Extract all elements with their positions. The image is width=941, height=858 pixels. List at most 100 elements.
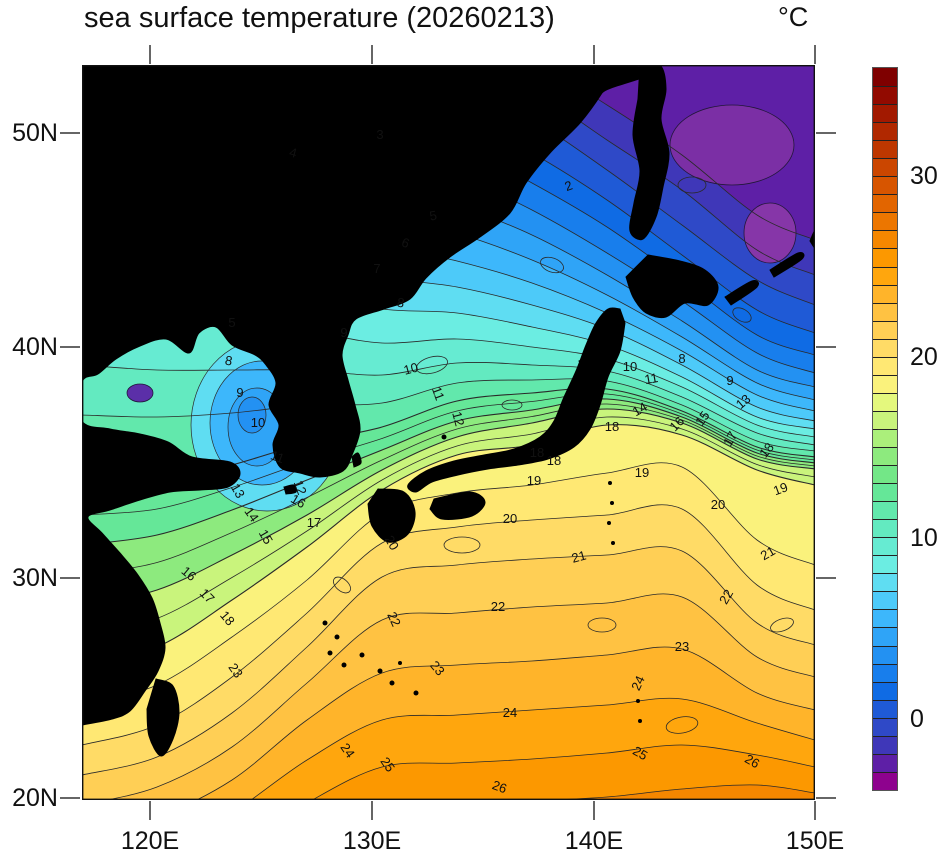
colorbar-segment (873, 681, 897, 700)
colorbar-segment (873, 428, 897, 447)
contour-label: 11 (643, 370, 659, 387)
contour-label: 20 (711, 497, 725, 512)
lat-tick-right (816, 131, 836, 134)
colorbar-segment (873, 338, 897, 357)
map-plot-area: 2 3 4 5 6 7 8 9 10 11 12 5 8 9 10 11 12 13 14 15 16 17 18 17 16 8… (82, 65, 815, 800)
eddy-contour (540, 256, 564, 274)
colorbar-segment (873, 483, 897, 502)
lon-axis-label: 120E (120, 827, 180, 855)
contour-line (82, 546, 815, 776)
island-dot (608, 481, 612, 485)
colorbar-segment (873, 212, 897, 231)
contour-line (82, 398, 815, 546)
eddy-contour (333, 576, 351, 594)
island-dot (389, 680, 395, 686)
contour-label: 24 (503, 705, 517, 720)
land-honshu (407, 307, 626, 493)
land-shikoku (429, 491, 486, 520)
land-sakhalin (629, 65, 670, 241)
contour-label: 21 (570, 548, 588, 566)
contour-label: 4 (288, 144, 299, 160)
land-sado (578, 356, 595, 372)
contour-label: 22 (716, 587, 736, 607)
colorbar-segment (873, 663, 897, 682)
contour-label: 13 (228, 481, 248, 501)
lat-axis-label: 40N (12, 333, 58, 362)
island-dot (636, 699, 640, 703)
island-dot (327, 650, 333, 656)
colorbar-segment (873, 284, 897, 303)
land-taiwan (146, 678, 180, 757)
colorbar-segment (873, 140, 897, 159)
contour-label: 7 (373, 261, 380, 276)
cold-patch (126, 383, 154, 403)
eddy-contour (416, 355, 448, 375)
contour-line (480, 65, 815, 276)
land-kuril2 (769, 252, 805, 278)
colorbar-segment (873, 465, 897, 484)
cold-patch (669, 104, 795, 186)
lon-tick-bottom (593, 801, 595, 820)
contour-label: 25 (377, 754, 398, 774)
island-dot (610, 501, 614, 505)
contour-label: 22 (384, 609, 404, 628)
lat-tick-right (816, 797, 836, 799)
lat-tick-right (816, 577, 836, 580)
colorbar-segment (873, 771, 897, 790)
eddy-contour (732, 307, 752, 323)
contour-label: 25 (630, 743, 650, 763)
contour-line (82, 408, 815, 606)
colorbar-segment (873, 735, 897, 754)
colorbar-segment (873, 501, 897, 520)
cold-patch (743, 202, 797, 264)
colorbar-segment (873, 410, 897, 429)
contour-label: 24 (337, 740, 358, 760)
colorbar-segment (873, 230, 897, 249)
contour-label: 17 (307, 515, 321, 530)
contour-line (82, 424, 815, 666)
contour-line (82, 393, 815, 516)
colorbar-segment (873, 717, 897, 736)
contour-label: 8 (678, 351, 685, 366)
contour-label: 15 (692, 408, 713, 428)
contour-line (82, 462, 815, 706)
island-dot (441, 434, 447, 440)
lat-axis-label: 20N (12, 784, 58, 812)
contour-line (82, 362, 815, 446)
contour-label: 2 (562, 177, 574, 194)
contour-label: 19 (635, 465, 649, 480)
chart-title: sea surface temperature (20260213) (84, 2, 555, 34)
eddy-contour (501, 399, 523, 411)
contour-line (82, 504, 815, 746)
contour-line (540, 65, 815, 241)
contour-label: 22 (491, 599, 505, 614)
contour-label: 26 (490, 777, 509, 796)
contour-line (544, 784, 815, 800)
land-hokkaido (625, 254, 719, 319)
colorbar-segment (873, 645, 897, 664)
eddy-contour (665, 716, 699, 734)
contour-label: 16 (288, 491, 308, 511)
land-kyushu (367, 488, 416, 543)
sst-band (312, 744, 815, 800)
colorbar-segment (873, 699, 897, 718)
colorbar-segment (873, 248, 897, 267)
land-mainland (82, 65, 654, 726)
colorbar-segment (873, 122, 897, 141)
contour-label: 21 (758, 543, 778, 563)
contour-label: 18 (605, 419, 619, 434)
contour-line (250, 697, 815, 800)
island-dot (413, 690, 419, 696)
contour-line (311, 744, 815, 800)
lon-tick-bottom (814, 801, 816, 820)
colorbar-segment (873, 158, 897, 177)
land-jeju (283, 484, 298, 495)
lat-tick-right (816, 346, 836, 349)
lon-axis-label: 130E (342, 827, 402, 855)
colorbar-segment (873, 627, 897, 646)
lon-tick-top (814, 45, 816, 64)
contour-label: 10 (623, 359, 637, 374)
colorbar-segment (873, 68, 897, 87)
colorbar-segment (873, 537, 897, 556)
lat-tick-left (60, 131, 80, 134)
